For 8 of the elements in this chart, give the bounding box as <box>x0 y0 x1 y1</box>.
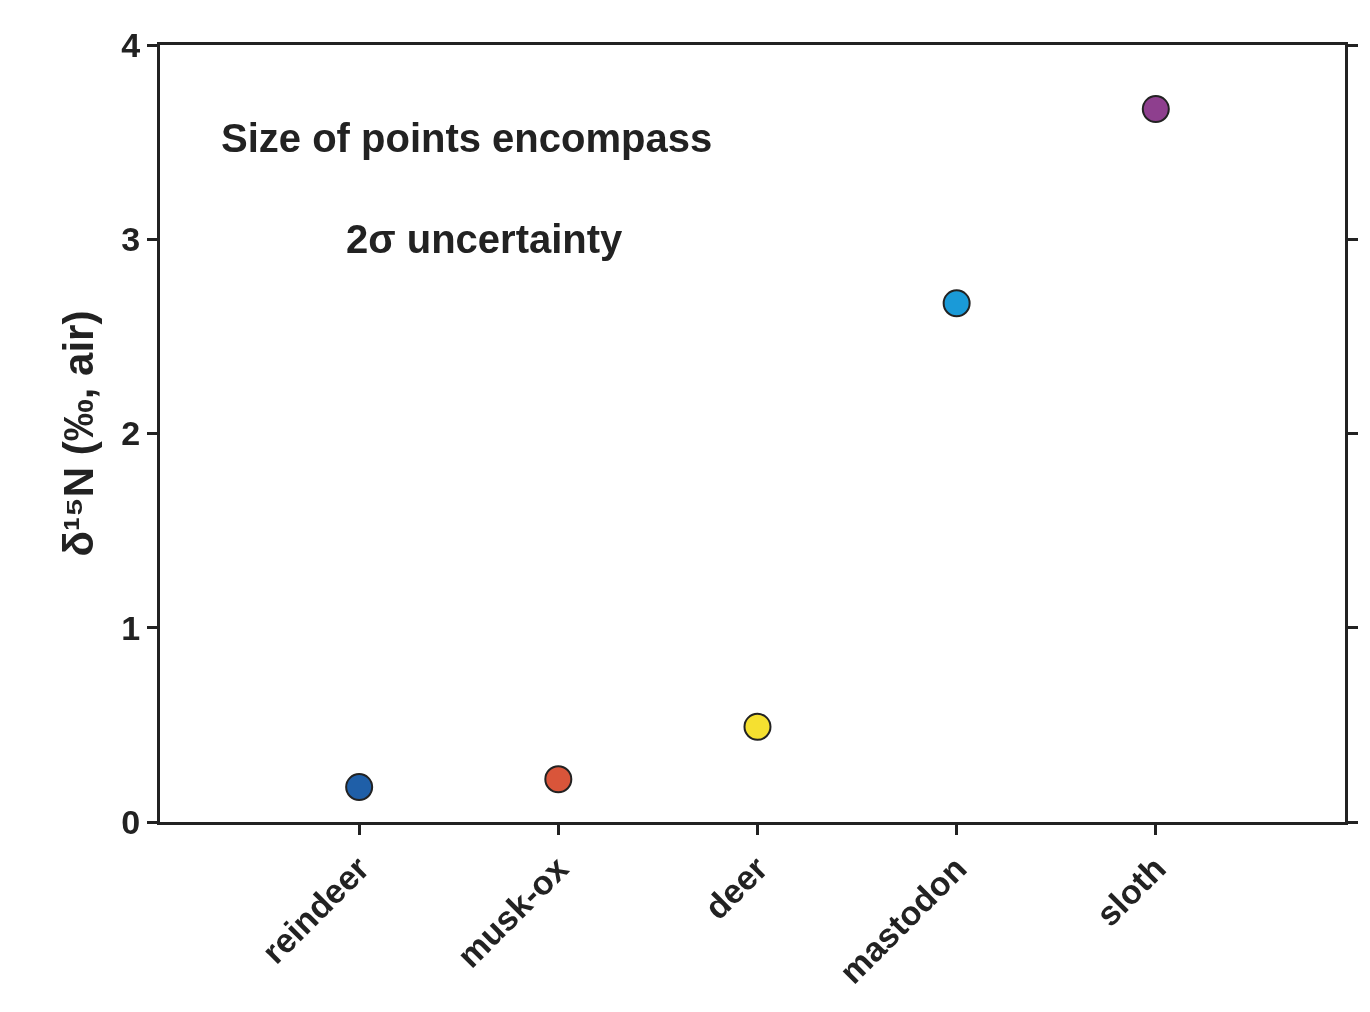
y-tick-label: 2 <box>121 414 141 453</box>
y-tick-label: 4 <box>121 25 141 64</box>
annotation: 2σ uncertainty <box>346 217 624 261</box>
y-axis-title: δ¹⁵N (‰, air) <box>55 310 103 557</box>
annotation: Size of points encompass <box>221 116 713 160</box>
y-tick-label: 0 <box>121 802 141 841</box>
y-tick-label: 1 <box>121 608 141 647</box>
y-tick-label: 3 <box>121 220 141 259</box>
